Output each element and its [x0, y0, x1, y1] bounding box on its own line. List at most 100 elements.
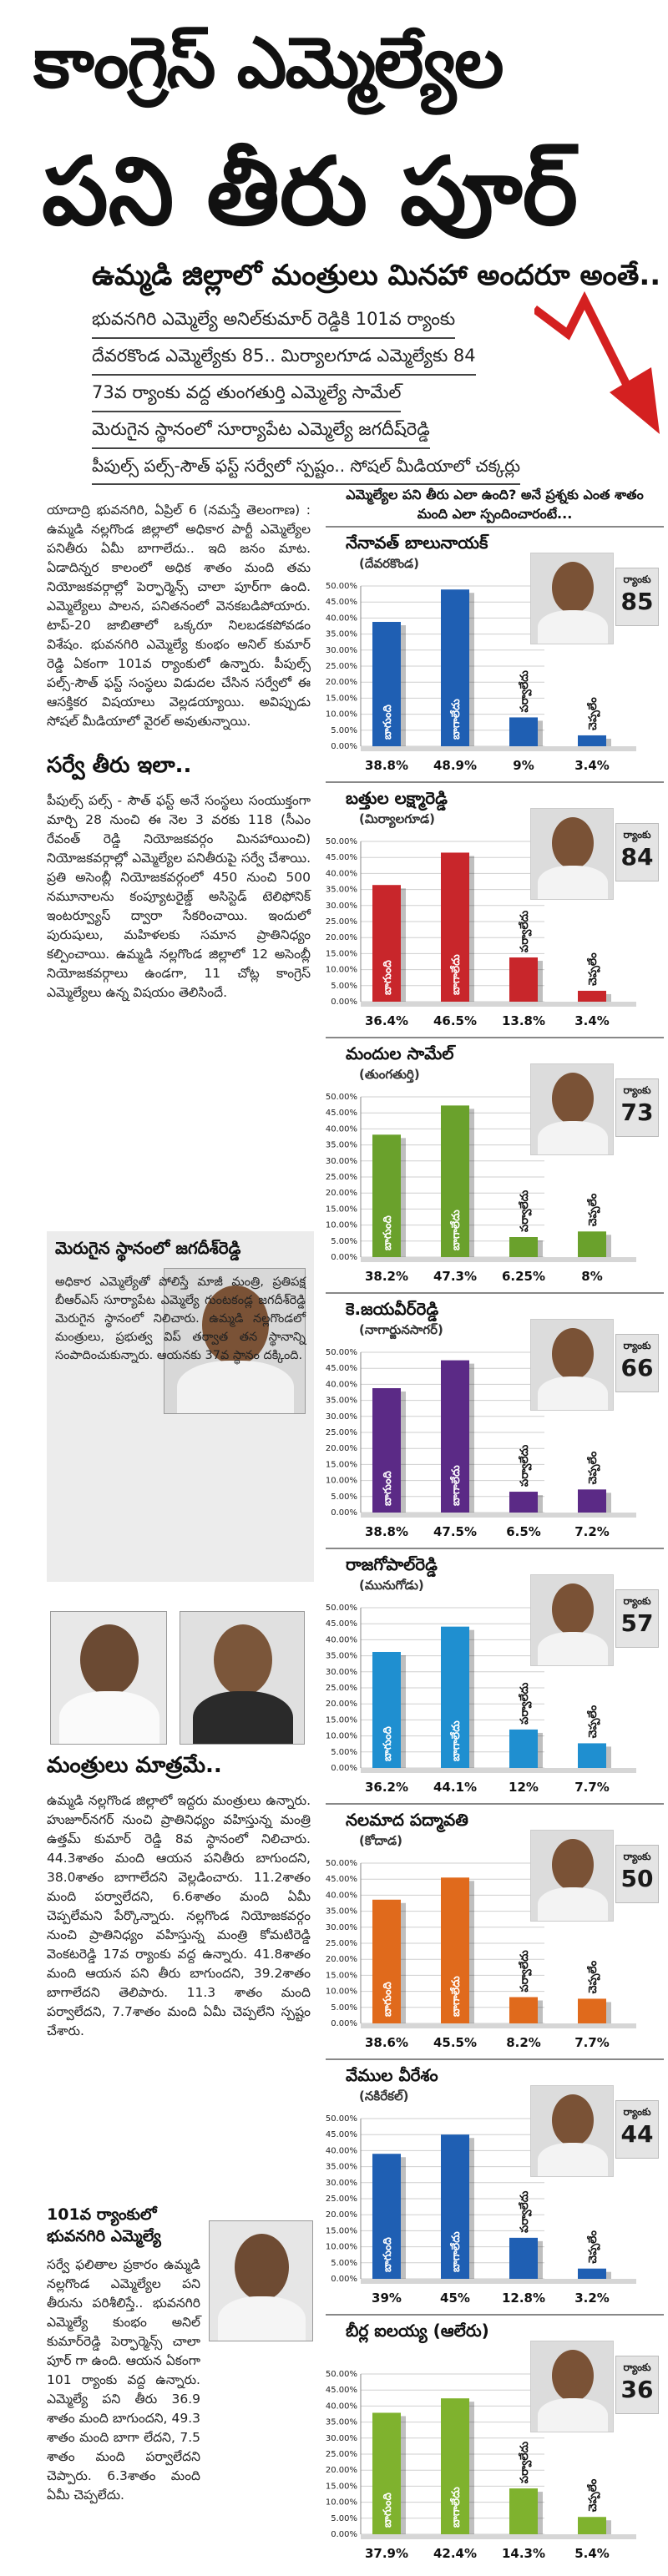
bar-shadow [606, 1493, 611, 1513]
y-tick-label: 20.00% [326, 678, 357, 687]
y-tick-label: 10.00% [326, 966, 357, 975]
rank-badge: ర్యాంకు 44 [615, 2100, 659, 2159]
bar [441, 1626, 469, 1768]
percentage-label: 3.4% [574, 758, 610, 773]
rank-label: ర్యాంకు [623, 2361, 651, 2373]
y-tick-label: 0.00% [331, 1764, 357, 1773]
bar-shadow [469, 2402, 474, 2534]
bar [372, 1899, 401, 2023]
y-tick-label: 15.00% [326, 949, 357, 958]
percentage-label: 36.4% [365, 1013, 408, 1028]
y-tick-label: 40.00% [326, 1635, 357, 1644]
bar [578, 1489, 606, 1513]
category-label: బాగాలేదు [449, 954, 463, 995]
category-label: పర్వాలేదు [518, 1682, 532, 1725]
bar [578, 1231, 606, 1257]
bar [372, 622, 401, 746]
bar [509, 957, 538, 1002]
category-label: చెప్పలేం [586, 2230, 600, 2264]
performance-bar-chart: 0.00% 5.00% 10.00% 15.00% 20.00% 25.00% 30.00%… [326, 2114, 636, 2306]
category-label: బాగుంది [382, 1215, 394, 1250]
rank-label: ర్యాంకు [623, 1340, 651, 1351]
portrait-body [538, 1887, 608, 1921]
rank-badge: ర్యాంకు 84 [615, 823, 659, 881]
bar-shadow [606, 2520, 611, 2534]
y-tick-label: 35.00% [326, 1141, 357, 1150]
y-tick-label: 50.00% [326, 2114, 357, 2124]
y-tick-label: 10.00% [326, 1988, 357, 1997]
portrait-face [552, 2094, 594, 2146]
y-tick-label: 15.00% [326, 1971, 357, 1980]
category-label: పర్వాలేదు [518, 1190, 532, 1232]
y-tick-label: 25.00% [326, 1428, 357, 1437]
y-tick-label: 45.00% [326, 1109, 357, 1118]
category-label: చెప్పలేం [586, 2478, 600, 2512]
y-tick-label: 5.00% [331, 1237, 357, 1246]
kicker-4: మెరుగైన స్థానంలో సూర్యాపేట ఎమ్మెల్యే జగద… [92, 419, 430, 449]
rank-number: 57 [620, 1609, 654, 1637]
rank-label: ర్యాంకు [623, 1084, 651, 1096]
category-label: బాగుంది [382, 1726, 394, 1761]
percentage-label: 14.3% [502, 2546, 545, 2561]
box-title: మెరుగైన స్థానంలో జగదీశ్‌రెడ్డి [55, 1238, 241, 1258]
y-tick-label: 40.00% [326, 1891, 357, 1900]
y-tick-label: 0.00% [331, 1253, 357, 1262]
bar [372, 885, 401, 1002]
y-tick-label: 30.00% [326, 1923, 357, 1932]
anil-kumar-reddy-photo [209, 2220, 313, 2341]
y-tick-label: 50.00% [326, 1604, 357, 1613]
portrait-face [552, 1328, 594, 1380]
percentage-label: 7.7% [574, 1780, 610, 1795]
y-tick-label: 45.00% [326, 1364, 357, 1373]
y-tick-label: 0.00% [331, 742, 357, 751]
left-column: యాదాద్రి భువనగిరి, ఏప్రిల్ 6 (నమస్తే తెల… [0, 501, 317, 2576]
percentage-label: 38.8% [365, 1524, 408, 1539]
percentage-label: 6.5% [506, 1524, 541, 1539]
chart-floor [361, 2279, 636, 2284]
category-label: బాగుంది [382, 1982, 394, 2017]
rank-number: 84 [620, 843, 654, 871]
chart-floor [361, 1513, 636, 1518]
category-label: బాగాలేదు [449, 699, 463, 740]
category-label: బాగాలేదు [449, 1465, 463, 1506]
chart-floor [361, 2534, 636, 2539]
y-tick-label: 5.00% [331, 2259, 357, 2268]
bar-shadow [401, 1138, 406, 1257]
bar-shadow [538, 2240, 543, 2279]
bar [509, 1997, 538, 2023]
percentage-label: 3.2% [574, 2291, 610, 2306]
bar-shadow [606, 993, 611, 1002]
rank-number: 66 [620, 1354, 654, 1381]
bar-shadow [469, 856, 474, 1002]
right-column: ఎమ్మెల్యేల పని తీరు ఎలా ఉంది? అనే ప్రశ్న… [326, 480, 664, 527]
category-label: బాగుంది [382, 2237, 394, 2272]
percentage-label: 8.2% [506, 2035, 541, 2050]
performance-bar-chart: 0.00% 5.00% 10.00% 15.00% 20.00% 25.00% 30.00%… [326, 2370, 636, 2561]
bar [441, 589, 469, 746]
y-tick-label: 10.00% [326, 1221, 357, 1230]
rank-badge: ర్యాంకు 73 [615, 1078, 659, 1137]
performance-bar-chart: 0.00% 5.00% 10.00% 15.00% 20.00% 25.00% 30.00%… [326, 1093, 636, 1284]
bar-shadow [538, 720, 543, 746]
bar [372, 1651, 401, 1768]
y-tick-label: 35.00% [326, 1652, 357, 1661]
category-label: పర్వాలేదు [518, 910, 532, 952]
bar [509, 1492, 538, 1513]
mla-name: బత్తుల లక్ష్మారెడ్డి [346, 788, 448, 808]
chart-floor [361, 746, 636, 751]
y-tick-label: 5.00% [331, 982, 357, 991]
bar-shadow [538, 2000, 543, 2023]
y-tick-label: 5.00% [331, 2514, 357, 2523]
downtrend-arrow-icon [534, 290, 660, 434]
bhuvanagiri-heading: 101వ ర్యాంకులో భువనగిరి ఎమ్మెల్యే [47, 2205, 161, 2245]
percentage-label: 38.2% [365, 1269, 408, 1284]
mla-constituency: (మునుగోడు) [359, 1578, 424, 1593]
category-label: బాగాలేదు [449, 1720, 463, 1761]
category-label: బాగాలేదు [449, 1210, 463, 1250]
percentage-label: 48.9% [433, 758, 477, 773]
y-tick-label: 20.00% [326, 1444, 357, 1453]
bar [509, 2237, 538, 2279]
y-tick-label: 30.00% [326, 1668, 357, 1677]
y-tick-label: 20.00% [326, 1189, 357, 1198]
y-tick-label: 45.00% [326, 853, 357, 862]
